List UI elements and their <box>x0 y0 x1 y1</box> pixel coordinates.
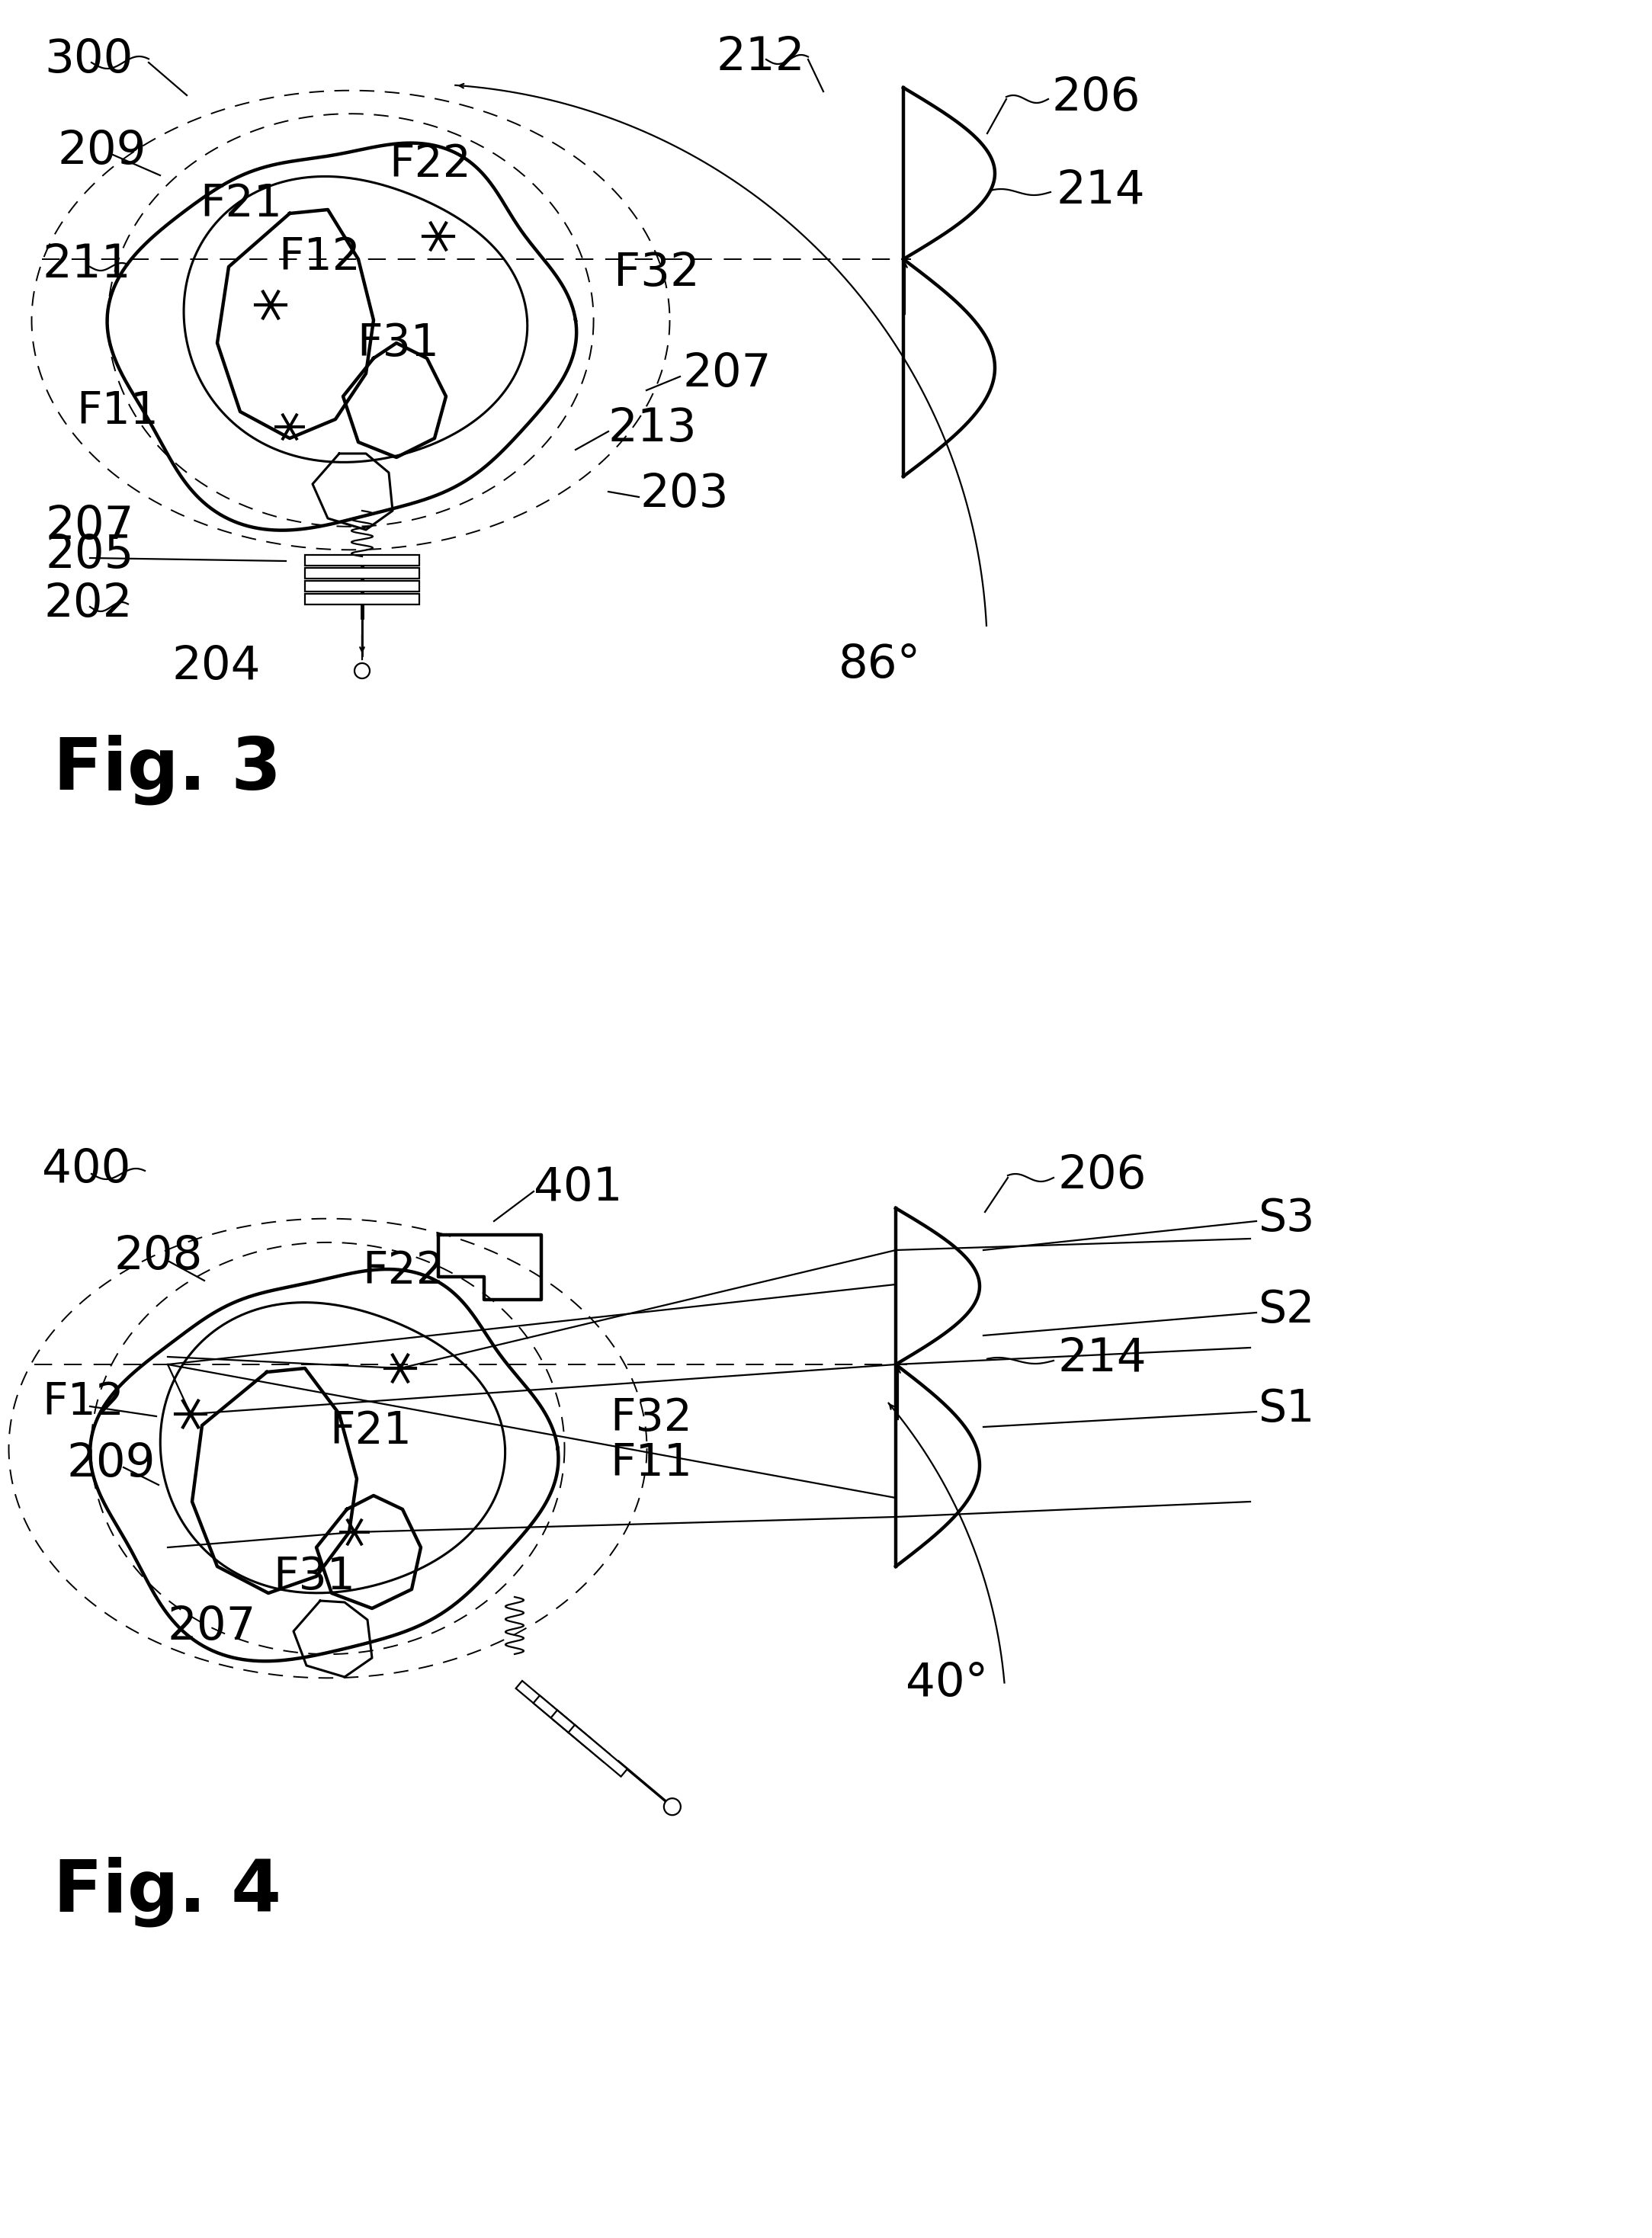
Polygon shape <box>568 1725 628 1777</box>
Text: 212: 212 <box>717 34 806 81</box>
FancyBboxPatch shape <box>306 582 420 591</box>
Text: S1: S1 <box>1257 1388 1315 1430</box>
Text: 209: 209 <box>68 1441 155 1486</box>
Text: F32: F32 <box>610 1397 692 1439</box>
Text: 207: 207 <box>169 1605 256 1649</box>
Text: 214: 214 <box>1056 168 1145 213</box>
Polygon shape <box>515 1681 575 1732</box>
Circle shape <box>355 662 370 678</box>
Text: 209: 209 <box>58 128 145 172</box>
Text: 207: 207 <box>46 504 134 548</box>
Text: F21: F21 <box>329 1410 411 1452</box>
Text: 207: 207 <box>682 351 771 396</box>
Text: F31: F31 <box>357 322 439 365</box>
Text: F32: F32 <box>613 251 700 295</box>
Text: 202: 202 <box>45 582 134 627</box>
Polygon shape <box>550 1710 610 1761</box>
Circle shape <box>664 1799 681 1815</box>
Text: F22: F22 <box>388 143 471 186</box>
Text: 86°: 86° <box>839 642 922 687</box>
Text: S3: S3 <box>1257 1197 1315 1240</box>
Text: Fig. 4: Fig. 4 <box>53 1858 281 1927</box>
Text: 40°: 40° <box>905 1661 988 1705</box>
Text: 400: 400 <box>41 1148 131 1193</box>
Polygon shape <box>534 1696 593 1748</box>
Text: 213: 213 <box>608 405 697 450</box>
Text: F11: F11 <box>76 389 159 434</box>
Text: F31: F31 <box>273 1555 355 1598</box>
Text: 206: 206 <box>1059 1153 1146 1197</box>
Text: 211: 211 <box>41 242 131 286</box>
FancyBboxPatch shape <box>306 593 420 604</box>
FancyBboxPatch shape <box>306 555 420 566</box>
Text: 300: 300 <box>45 38 132 83</box>
Text: 214: 214 <box>1059 1336 1146 1381</box>
Text: F22: F22 <box>362 1249 444 1294</box>
FancyBboxPatch shape <box>306 568 420 580</box>
Text: S2: S2 <box>1257 1287 1315 1332</box>
Text: F21: F21 <box>200 184 282 226</box>
Text: 204: 204 <box>172 645 261 689</box>
Text: 206: 206 <box>1052 76 1142 121</box>
Text: 203: 203 <box>641 472 729 517</box>
Text: Fig. 3: Fig. 3 <box>53 734 281 806</box>
Text: F11: F11 <box>610 1441 692 1486</box>
Text: 208: 208 <box>114 1233 203 1278</box>
Text: 401: 401 <box>534 1166 623 1211</box>
Text: 205: 205 <box>46 533 134 577</box>
Text: F12: F12 <box>278 235 360 280</box>
Text: F12: F12 <box>41 1381 124 1423</box>
